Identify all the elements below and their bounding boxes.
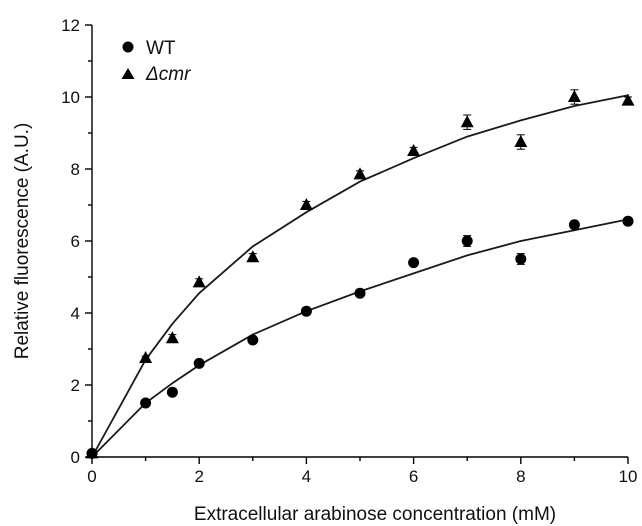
x-axis-title: Extracellular arabinose concentration (m… xyxy=(194,504,556,525)
data-point-dcmr xyxy=(246,250,260,263)
y-tick-label: 4 xyxy=(71,304,80,323)
legend-marker-dcmr xyxy=(121,68,135,79)
data-point-dcmr xyxy=(85,446,99,459)
data-point-wt xyxy=(622,215,634,227)
y-axis-title: Relative fluorescence (A.U.) xyxy=(12,123,33,360)
data-point-wt xyxy=(354,287,366,299)
data-point-wt xyxy=(140,397,152,409)
legend: WT Δcmr xyxy=(121,38,191,85)
fit-curves xyxy=(91,94,629,458)
data-point-wt xyxy=(461,235,473,247)
data-point-dcmr xyxy=(621,93,635,106)
x-tick-label: 2 xyxy=(194,467,203,486)
data-point-wt xyxy=(515,253,527,265)
data-point-wt xyxy=(166,386,178,398)
x-tick-label: 0 xyxy=(87,467,96,486)
y-tick-label: 2 xyxy=(71,376,80,395)
data-point-wt xyxy=(408,257,420,269)
data-point-wt xyxy=(300,305,312,317)
data-point-dcmr xyxy=(165,331,179,344)
x-tick-label: 4 xyxy=(302,467,311,486)
data-point-dcmr xyxy=(192,275,206,288)
data-point-dcmr xyxy=(407,144,421,156)
legend-label-wt: WT xyxy=(146,38,176,59)
data-points xyxy=(85,89,635,459)
y-tick-label: 10 xyxy=(61,88,80,107)
fit-curve-wt xyxy=(91,218,629,458)
y-tick-label: 0 xyxy=(71,448,80,467)
data-point-dcmr xyxy=(567,90,581,102)
data-point-wt xyxy=(568,219,580,231)
data-point-wt xyxy=(247,334,259,346)
data-point-wt xyxy=(193,357,205,369)
data-point-dcmr xyxy=(139,351,153,363)
data-point-dcmr xyxy=(514,135,528,147)
x-tick-label: 8 xyxy=(516,467,525,486)
y-tick-label: 6 xyxy=(71,232,80,251)
ticks: 0 2 4 6 8 10 0 2 4 6 8 10 12 xyxy=(61,16,637,486)
data-point-dcmr xyxy=(353,167,367,180)
legend-label-dcmr: Δcmr xyxy=(145,64,191,85)
x-tick-label: 6 xyxy=(409,467,418,486)
y-tick-label: 8 xyxy=(71,160,80,179)
fit-curve-dcmr xyxy=(91,94,629,458)
data-point-dcmr xyxy=(299,198,313,210)
x-tick-label: 10 xyxy=(619,467,638,486)
legend-marker-wt xyxy=(122,41,134,53)
y-tick-label: 12 xyxy=(61,16,80,35)
data-point-dcmr xyxy=(460,115,474,128)
